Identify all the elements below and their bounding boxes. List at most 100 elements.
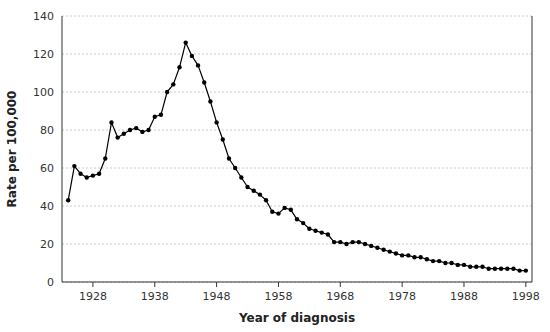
point <box>109 120 113 124</box>
point <box>245 185 249 189</box>
y-tick-label: 60 <box>40 162 54 175</box>
grid-line <box>62 244 532 245</box>
point <box>524 268 528 272</box>
point <box>276 211 280 215</box>
x-tick-label: 1948 <box>203 290 231 303</box>
point <box>196 63 200 67</box>
point <box>350 240 354 244</box>
x-tick <box>154 282 155 287</box>
point <box>128 128 132 132</box>
x-tick <box>92 282 93 287</box>
point <box>462 263 466 267</box>
point <box>363 242 367 246</box>
x-tick <box>402 282 403 287</box>
point <box>115 135 119 139</box>
point <box>72 164 76 168</box>
point <box>381 248 385 252</box>
point <box>146 128 150 132</box>
point <box>239 175 243 179</box>
point <box>165 90 169 94</box>
point <box>282 206 286 210</box>
point <box>270 210 274 214</box>
grid-line <box>62 282 532 283</box>
point <box>171 82 175 86</box>
point <box>431 259 435 263</box>
x-axis-label: Year of diagnosis <box>238 311 355 325</box>
point <box>493 267 497 271</box>
x-tick <box>340 282 341 287</box>
point <box>85 175 89 179</box>
y-axis: 020406080100120140 <box>33 10 532 289</box>
point <box>91 173 95 177</box>
point <box>313 229 317 233</box>
point <box>233 166 237 170</box>
point <box>388 249 392 253</box>
point <box>449 261 453 265</box>
point <box>468 265 472 269</box>
point <box>221 137 225 141</box>
point <box>78 172 82 176</box>
point <box>332 240 336 244</box>
point <box>456 263 460 267</box>
point <box>122 132 126 136</box>
x-axis-line <box>62 282 532 283</box>
grid-line <box>62 16 532 17</box>
point <box>344 242 348 246</box>
point <box>159 113 163 117</box>
x-tick-label: 1998 <box>512 290 540 303</box>
x-tick-label: 1958 <box>264 290 292 303</box>
point <box>258 192 262 196</box>
point <box>252 189 256 193</box>
plot-area <box>66 40 528 272</box>
y-tick-label: 40 <box>40 200 54 213</box>
y-tick-label: 120 <box>33 48 54 61</box>
point <box>357 240 361 244</box>
y-tick-label: 100 <box>33 86 54 99</box>
point <box>480 265 484 269</box>
point <box>369 244 373 248</box>
point <box>326 232 330 236</box>
point <box>320 230 324 234</box>
point <box>214 120 218 124</box>
point <box>517 268 521 272</box>
point <box>307 227 311 231</box>
point <box>418 255 422 259</box>
point <box>443 261 447 265</box>
point <box>153 115 157 119</box>
x-tick <box>463 282 464 287</box>
right-frame-line <box>532 16 533 282</box>
chart: 0204060801001201401928193819481958196819… <box>0 0 550 332</box>
y-axis-line <box>62 16 63 282</box>
y-tick-label: 0 <box>47 276 54 289</box>
point <box>97 172 101 176</box>
point <box>264 198 268 202</box>
y-axis-label: Rate per 100,000 <box>5 91 19 208</box>
x-tick-label: 1988 <box>450 290 478 303</box>
grid-line <box>62 168 532 169</box>
point <box>412 255 416 259</box>
point <box>177 65 181 69</box>
point <box>338 240 342 244</box>
point <box>499 267 503 271</box>
point <box>183 40 187 44</box>
point <box>190 54 194 58</box>
point <box>406 253 410 257</box>
y-tick-label: 80 <box>40 124 54 137</box>
point <box>474 265 478 269</box>
point <box>394 251 398 255</box>
point <box>289 208 293 212</box>
point <box>202 80 206 84</box>
y-tick-label: 20 <box>40 238 54 251</box>
x-tick <box>216 282 217 287</box>
x-tick-label: 1928 <box>79 290 107 303</box>
x-tick-label: 1978 <box>388 290 416 303</box>
x-axis: 19281938194819581968197819881998 <box>79 282 540 303</box>
point <box>487 267 491 271</box>
x-tick-label: 1938 <box>141 290 169 303</box>
point <box>375 246 379 250</box>
grid-line <box>62 54 532 55</box>
line <box>68 43 526 271</box>
point <box>140 130 144 134</box>
point <box>301 221 305 225</box>
point <box>400 253 404 257</box>
